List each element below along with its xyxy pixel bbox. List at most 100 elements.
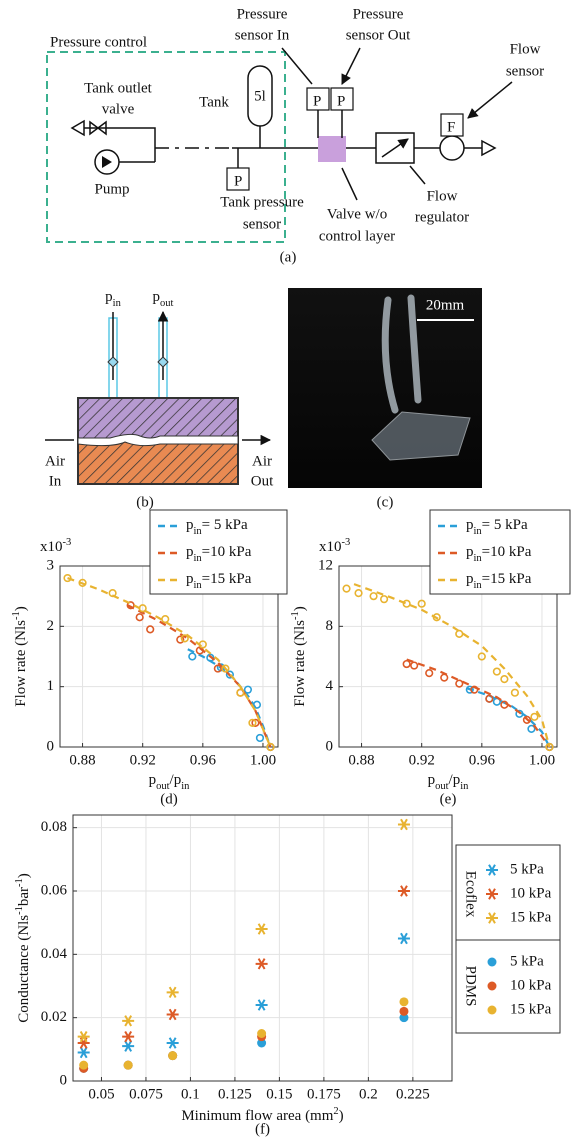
- marker: [342, 584, 351, 593]
- marker: [78, 578, 87, 587]
- outlet-arrow: [481, 139, 497, 157]
- chart: 0 4 8 12 0.88 0.92 0.96 1.00 pout/pin Flow rate (…: [290, 509, 571, 807]
- line: [80, 127, 156, 163]
- marker: [397, 818, 410, 831]
- marker: [206, 653, 215, 662]
- label: sensor In: [235, 27, 290, 43]
- label: 5l: [254, 88, 266, 104]
- y-tick-label: 2: [47, 618, 55, 634]
- marker: [432, 613, 441, 622]
- marker: [135, 613, 144, 622]
- legend-marker: [486, 912, 498, 924]
- x-tick-label: 0.92: [409, 752, 435, 768]
- pressure-control-box: [46, 51, 286, 243]
- label: Pressure: [237, 6, 288, 22]
- marker: [248, 718, 257, 727]
- y-tick-label: 0: [326, 738, 334, 754]
- outlet-arrow: [70, 119, 85, 137]
- x-tick-label: 0.225: [396, 1086, 430, 1102]
- marker: [515, 709, 524, 718]
- y-tick-label: 0.02: [41, 1009, 67, 1025]
- legend-label: pin=10 kPa: [466, 544, 532, 563]
- flow-symbol: F: [447, 119, 455, 135]
- axes-box: [72, 814, 453, 1082]
- marker: [243, 685, 253, 694]
- legend-label: pin= 5 kPa: [466, 517, 528, 536]
- marker: [146, 625, 155, 634]
- label: Air: [252, 453, 272, 469]
- chart: 0 0.02 0.04 0.06 0.08 0.05 0.075 0.1 0.125 0.15 0.…: [14, 814, 561, 1137]
- legend-box: [455, 844, 561, 1034]
- marker: [251, 718, 260, 727]
- y-axis-label: Conductance (Nls-1bar-1): [14, 873, 33, 1023]
- y-axis-label: Flow rate (Nls-1): [11, 606, 30, 706]
- scale-label: 20mm: [426, 297, 465, 313]
- marker: [63, 573, 72, 583]
- plot-area: [60, 566, 278, 747]
- legend-marker: [487, 1005, 497, 1015]
- pointer: [281, 47, 361, 84]
- label: Flow: [427, 188, 458, 204]
- marker: [380, 595, 389, 604]
- fit-line: [353, 583, 551, 748]
- marker: [470, 685, 479, 694]
- control-layer: [77, 397, 239, 441]
- legend-label: 15 kPa: [510, 1001, 552, 1017]
- marker: [255, 923, 268, 935]
- fit-line: [406, 658, 551, 748]
- marker: [122, 1030, 135, 1043]
- marker: [255, 958, 268, 970]
- label: Air: [45, 453, 65, 469]
- label: sensor: [243, 216, 281, 232]
- marker: [126, 601, 135, 610]
- y-tick-label: 1: [47, 678, 55, 694]
- marker: [510, 688, 520, 697]
- fit-line: [67, 577, 272, 748]
- marker: [485, 694, 494, 703]
- legend-group-label: Ecoflex: [463, 871, 479, 918]
- marker: [477, 652, 486, 661]
- legend-label: 5 kPa: [510, 861, 544, 877]
- caption: (d): [160, 791, 178, 807]
- marker: [180, 634, 189, 643]
- marker: [399, 997, 409, 1007]
- pointer: [341, 81, 513, 201]
- marker: [440, 673, 449, 682]
- marker: [399, 1006, 409, 1016]
- label: pin: [105, 289, 121, 308]
- y-axis-label: Flow rate (Nls-1): [290, 606, 309, 706]
- x-axis-label: Minimum flow area (mm2): [181, 1106, 343, 1125]
- caption: (a): [280, 249, 297, 265]
- y-multiplier: x10-3: [40, 537, 71, 556]
- label: control layer: [319, 228, 395, 244]
- marker: [255, 733, 265, 743]
- label: Pressure: [353, 6, 404, 22]
- marker: [527, 724, 536, 734]
- photo-tube: [381, 294, 422, 414]
- marker: [138, 604, 147, 613]
- marker: [492, 667, 501, 676]
- label: valve: [102, 101, 135, 117]
- marker: [399, 1013, 409, 1023]
- panel-a: Pressure control Tank outlet valve Pump …: [46, 6, 544, 265]
- caption: (b): [136, 494, 154, 510]
- marker: [188, 652, 197, 661]
- photo-chip: [371, 411, 471, 461]
- sensor-symbol: P: [313, 93, 321, 109]
- marker: [257, 1038, 267, 1048]
- y-tick-label: 4: [326, 678, 334, 694]
- label: Tank pressure: [220, 194, 304, 210]
- sensor-box: [226, 167, 250, 191]
- marker: [108, 589, 117, 598]
- x-tick-label: 0.175: [307, 1086, 341, 1102]
- x-tick-label: 0.1: [181, 1086, 200, 1102]
- marker: [213, 664, 222, 673]
- marker: [166, 1008, 179, 1021]
- label: Pump: [94, 181, 129, 197]
- marker: [77, 1046, 90, 1059]
- x-axis-label: pout/pin: [149, 772, 191, 791]
- line: [317, 110, 343, 138]
- regulator-arrow: [381, 138, 409, 158]
- label: Tank: [199, 94, 229, 110]
- legend-marker: [487, 957, 497, 967]
